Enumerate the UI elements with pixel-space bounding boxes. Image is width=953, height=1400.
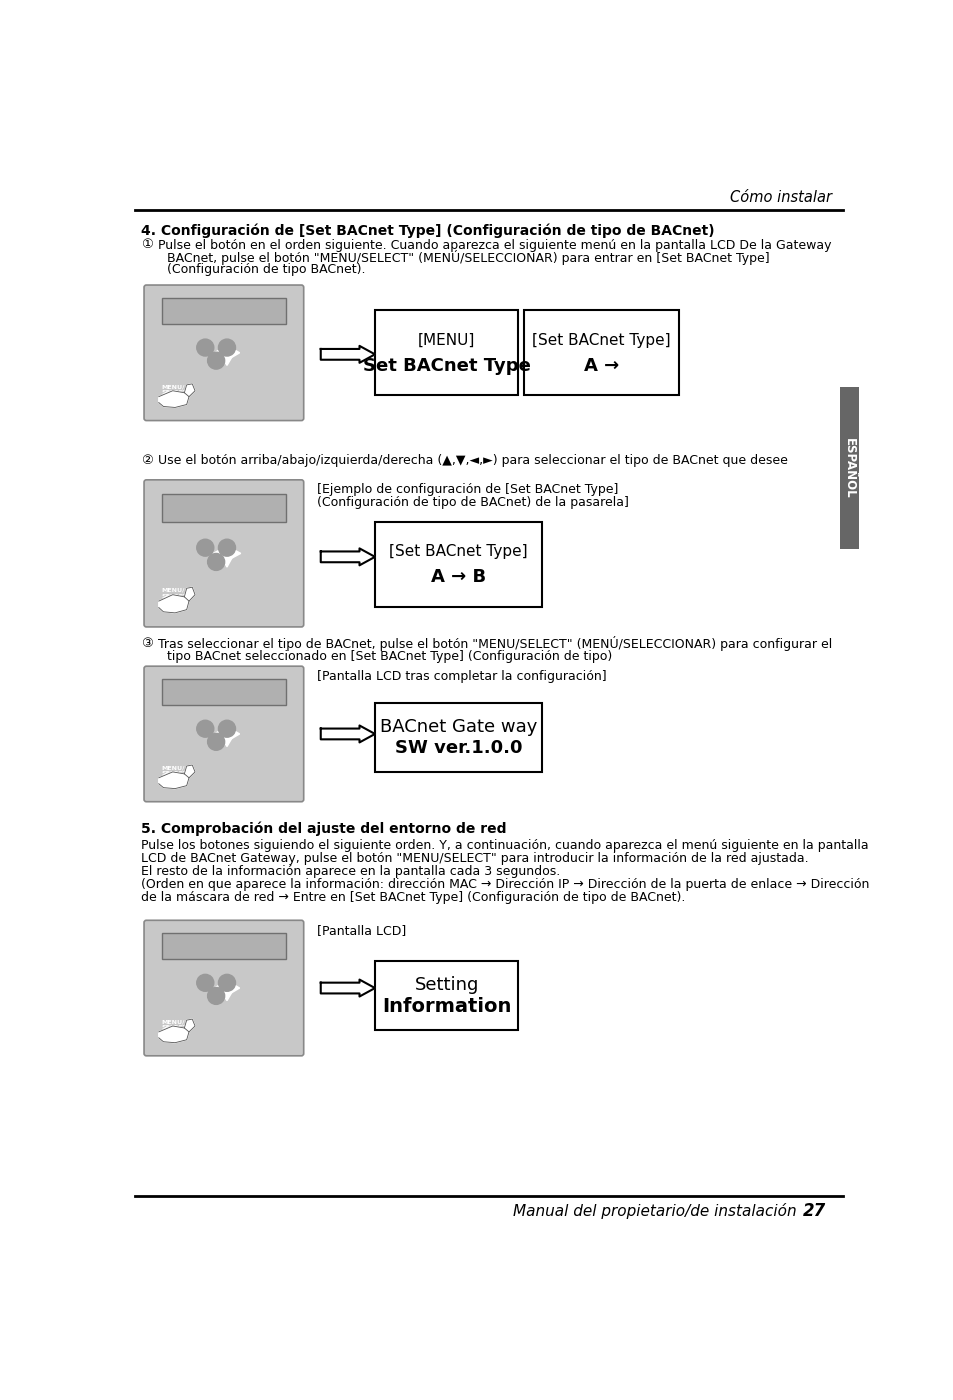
Bar (840, 388, 858, 549)
Polygon shape (220, 736, 233, 746)
Text: 5. Comprobación del ajuste del entorno de red: 5. Comprobación del ajuste del entorno d… (141, 822, 506, 836)
Text: MENU/
SELECT: MENU/ SELECT (162, 384, 188, 395)
Bar (523, 311, 679, 395)
Circle shape (196, 539, 213, 556)
Polygon shape (214, 981, 225, 994)
Circle shape (218, 539, 235, 556)
Circle shape (208, 553, 224, 570)
Circle shape (218, 720, 235, 738)
Polygon shape (229, 347, 239, 358)
Polygon shape (220, 556, 233, 567)
Text: [MENU]: [MENU] (417, 333, 475, 347)
Text: (Configuración de tipo de BACnet) de la pasarela]: (Configuración de tipo de BACnet) de la … (316, 497, 628, 510)
Polygon shape (158, 771, 189, 788)
Circle shape (196, 974, 213, 991)
Polygon shape (320, 549, 375, 566)
Polygon shape (158, 391, 189, 407)
Text: [Pantalla LCD tras completar la configuración]: [Pantalla LCD tras completar la configur… (316, 669, 606, 683)
Text: [Set BACnet Type]: [Set BACnet Type] (389, 545, 527, 560)
Text: MENU/
SELECT: MENU/ SELECT (162, 766, 188, 776)
Text: Tras seleccionar el tipo de BACnet, pulse el botón "MENU/SELECT" (MENÚ/SELECCION: Tras seleccionar el tipo de BACnet, puls… (158, 637, 831, 651)
Circle shape (208, 987, 224, 1004)
Text: BACnet Gate way: BACnet Gate way (379, 718, 537, 736)
Circle shape (208, 353, 224, 370)
Text: ③: ③ (141, 637, 152, 651)
Text: (Configuración de tipo BACnet).: (Configuración de tipo BACnet). (167, 263, 365, 276)
Polygon shape (320, 980, 375, 997)
Bar (375, 311, 517, 395)
Polygon shape (184, 384, 194, 396)
Text: (Orden en que aparece la información: dirección MAC → Dirección IP → Dirección d: (Orden en que aparece la información: di… (141, 878, 868, 892)
Text: Setting: Setting (414, 976, 478, 994)
Polygon shape (184, 587, 194, 601)
Polygon shape (220, 721, 233, 732)
Polygon shape (229, 547, 240, 560)
Polygon shape (320, 725, 375, 742)
Bar (375, 960, 517, 1030)
Polygon shape (229, 981, 239, 994)
Text: 4. Configuración de [Set BACnet Type] (Configuración de tipo de BACnet): 4. Configuración de [Set BACnet Type] (C… (141, 224, 714, 238)
Circle shape (208, 734, 224, 750)
Text: [Ejemplo de configuración de [Set BACnet Type]: [Ejemplo de configuración de [Set BACnet… (316, 483, 618, 497)
Polygon shape (214, 347, 225, 358)
Polygon shape (184, 1019, 194, 1032)
Bar (162, 298, 286, 323)
Polygon shape (158, 595, 189, 613)
Circle shape (196, 720, 213, 738)
Text: SW ver.1.0.0: SW ver.1.0.0 (395, 739, 521, 757)
Text: [Pantalla LCD]: [Pantalla LCD] (316, 924, 406, 937)
Bar (162, 679, 286, 706)
Polygon shape (220, 340, 233, 351)
Polygon shape (220, 990, 233, 1001)
Polygon shape (213, 547, 225, 560)
Text: Information: Information (381, 997, 511, 1015)
FancyBboxPatch shape (144, 286, 303, 420)
Text: ①: ① (141, 238, 152, 252)
Polygon shape (214, 728, 225, 741)
FancyBboxPatch shape (144, 480, 303, 627)
Text: Set BACnet Type: Set BACnet Type (362, 357, 530, 375)
Text: Pulse los botones siguiendo el siguiente orden. Y, a continuación, cuando aparez: Pulse los botones siguiendo el siguiente… (141, 839, 867, 853)
Text: tipo BACnet seleccionado en [Set BACnet Type] (Configuración de tipo): tipo BACnet seleccionado en [Set BACnet … (167, 650, 612, 662)
Text: A → B: A → B (431, 568, 485, 587)
Bar (375, 522, 541, 608)
Text: BACnet, pulse el botón "MENU/SELECT" (MENÚ/SELECCIONAR) para entrar en [Set BACn: BACnet, pulse el botón "MENU/SELECT" (ME… (167, 249, 769, 265)
Text: MENU/
SELECT: MENU/ SELECT (162, 1019, 188, 1030)
Circle shape (218, 974, 235, 991)
Text: Cómo instalar: Cómo instalar (729, 190, 831, 204)
Text: 27: 27 (802, 1203, 825, 1221)
Text: Pulse el botón en el orden siguiente. Cuando aparezca el siguiente menú en la pa: Pulse el botón en el orden siguiente. Cu… (158, 238, 831, 252)
Polygon shape (320, 346, 375, 363)
Text: Use el botón arriba/abajo/izquierda/derecha (▲,▼,◄,►) para seleccionar el tipo d: Use el botón arriba/abajo/izquierda/dere… (158, 454, 787, 468)
Polygon shape (229, 728, 239, 741)
Circle shape (196, 339, 213, 356)
Text: ②: ② (141, 454, 152, 468)
Polygon shape (220, 976, 233, 986)
Text: [Set BACnet Type]: [Set BACnet Type] (532, 333, 670, 347)
FancyBboxPatch shape (144, 920, 303, 1056)
Text: MENU/
SELECT: MENU/ SELECT (162, 588, 188, 599)
Text: ESPAÑOL: ESPAÑOL (841, 438, 855, 498)
Text: Manual del propietario/de instalación: Manual del propietario/de instalación (512, 1204, 801, 1219)
Text: LCD de BACnet Gateway, pulse el botón "MENU/SELECT" para introducir la informaci: LCD de BACnet Gateway, pulse el botón "M… (141, 853, 808, 865)
Polygon shape (158, 1026, 189, 1043)
Polygon shape (220, 540, 233, 552)
Text: A →: A → (583, 357, 618, 375)
FancyBboxPatch shape (144, 666, 303, 802)
Polygon shape (220, 354, 233, 365)
Text: de la máscara de red → Entre en [Set BACnet Type] (Configuración de tipo de BACn: de la máscara de red → Entre en [Set BAC… (141, 892, 684, 904)
Bar (162, 494, 286, 522)
Bar (162, 932, 286, 959)
Text: El resto de la información aparece en la pantalla cada 3 segundos.: El resto de la información aparece en la… (141, 865, 559, 878)
Circle shape (218, 339, 235, 356)
Bar (375, 703, 541, 773)
Polygon shape (184, 764, 194, 778)
